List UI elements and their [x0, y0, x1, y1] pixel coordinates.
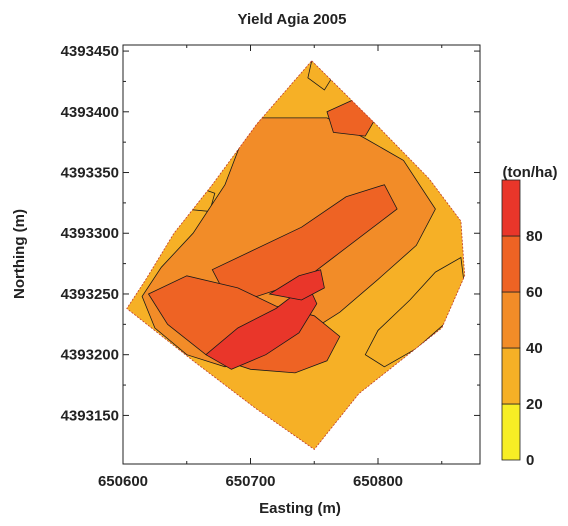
colorbar: 0 20 40 60 80 — [501, 179, 543, 469]
y-tick-label: 4393450 — [61, 43, 119, 60]
x-axis: 650600 650700 650800 — [98, 45, 443, 490]
x-axis-label: Easting (m) — [259, 500, 341, 517]
colorbar-band — [501, 235, 521, 293]
x-tick-label: 650600 — [98, 473, 148, 490]
colorbar-band — [501, 179, 521, 237]
contour-zone — [205, 283, 318, 370]
colorbar-tick-label: 40 — [526, 340, 543, 357]
x-tick-label: 650700 — [225, 473, 275, 490]
colorbar-tick-label: 20 — [526, 396, 543, 413]
contour-zone — [268, 269, 325, 301]
colorbar-tick-label: 0 — [526, 452, 534, 469]
y-tick-label: 4393150 — [61, 407, 119, 424]
contour-zone — [211, 184, 398, 297]
y-tick-label: 4393250 — [61, 286, 119, 303]
y-tick-label: 4393400 — [61, 104, 119, 121]
y-axis: 4393150 4393200 4393250 4393300 4393350 43934… — [61, 43, 480, 424]
plot-frame — [122, 44, 481, 465]
y-tick-label: 4393300 — [61, 225, 119, 242]
field-boundary — [126, 60, 466, 450]
y-tick-label: 4393350 — [61, 165, 119, 182]
y-tick-label: 4393200 — [61, 347, 119, 364]
chart-title: Yield Agia 2005 — [238, 11, 347, 28]
colorbar-band — [501, 347, 521, 405]
field-contour-map — [126, 60, 466, 450]
colorbar-label: (ton/ha) — [503, 164, 558, 181]
colorbar-tick-label: 60 — [526, 284, 543, 301]
x-tick-label: 650800 — [353, 473, 403, 490]
colorbar-band — [501, 403, 521, 461]
y-axis-label: Northing (m) — [11, 209, 28, 299]
colorbar-tick-label: 80 — [526, 228, 543, 245]
colorbar-band — [501, 291, 521, 349]
